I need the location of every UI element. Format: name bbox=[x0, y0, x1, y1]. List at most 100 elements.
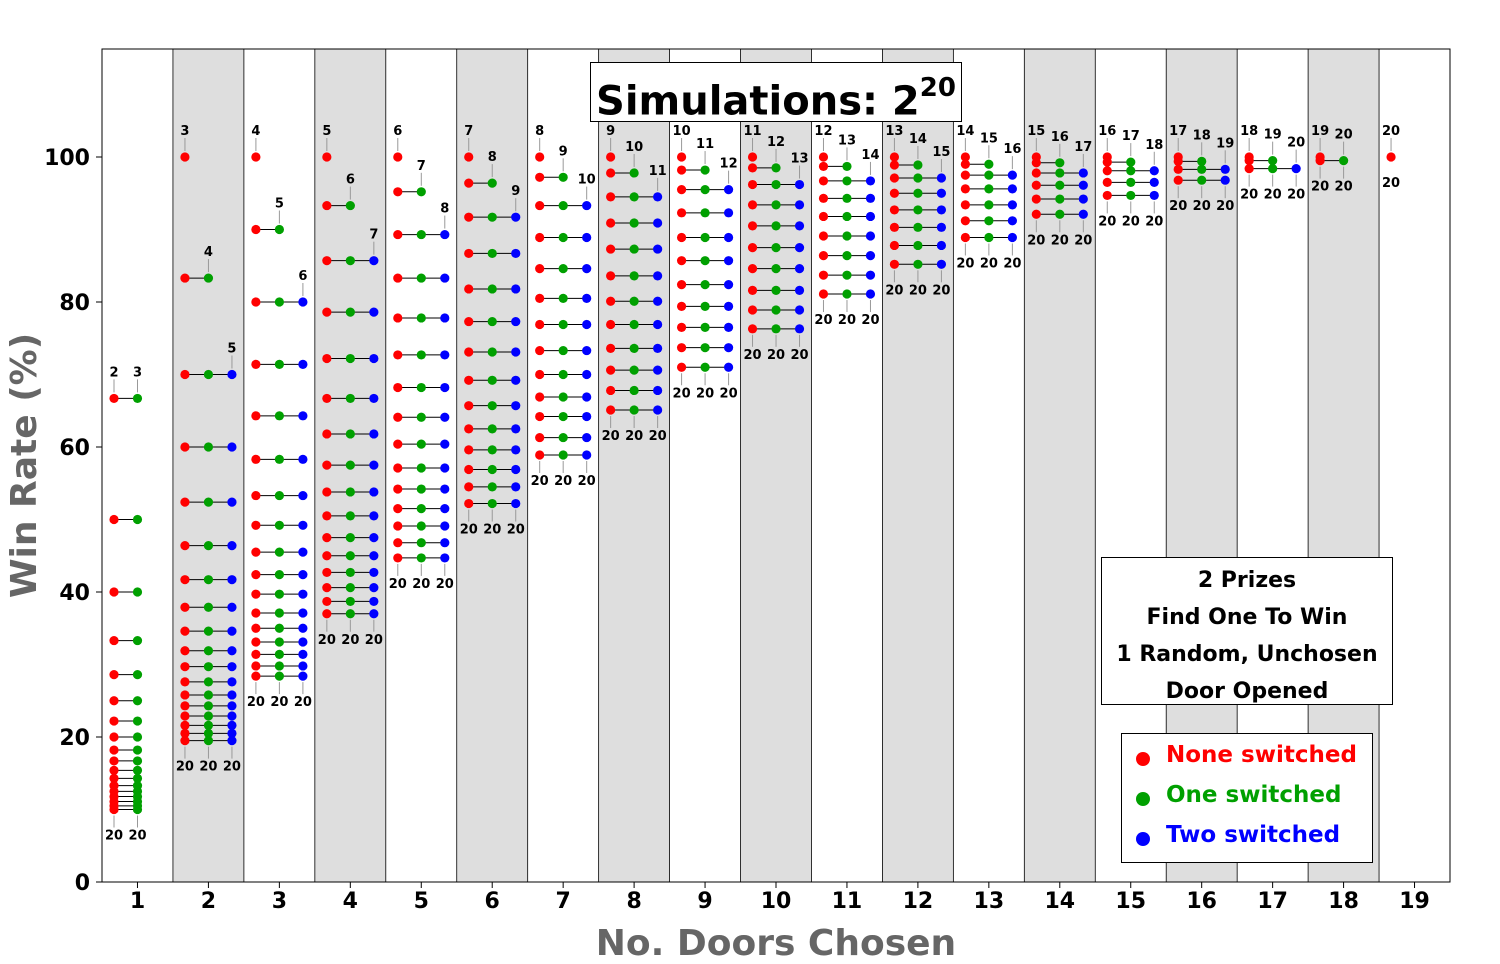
point-12-one-2 bbox=[913, 188, 923, 198]
point-7-one-8 bbox=[558, 392, 568, 402]
point-3-one-12 bbox=[274, 637, 284, 647]
point-2-two-3 bbox=[227, 541, 237, 551]
point-4-none-0 bbox=[322, 152, 332, 162]
point-1-one-9 bbox=[132, 756, 143, 766]
point-9-one-4 bbox=[700, 256, 710, 266]
point-6-one-0 bbox=[487, 178, 497, 188]
point-9-two-6 bbox=[723, 322, 734, 332]
x-tick-label-18: 18 bbox=[1328, 889, 1359, 914]
point-5-two-0 bbox=[440, 229, 450, 240]
point-3-two-9 bbox=[298, 608, 308, 618]
point-11-one-7 bbox=[842, 289, 852, 299]
point-8-one-3 bbox=[629, 244, 639, 254]
chart-title: Simulations: 220 bbox=[590, 62, 962, 124]
point-2-none-10 bbox=[180, 662, 190, 672]
point-9-none-6 bbox=[676, 280, 687, 290]
point-12-two-5 bbox=[936, 259, 947, 269]
point-4-two-0 bbox=[369, 256, 379, 266]
point-16-one-0 bbox=[1197, 156, 1207, 166]
bottom-label-1-one: 20 bbox=[128, 829, 146, 844]
point-2-none-8 bbox=[180, 626, 190, 636]
point-7-none-12 bbox=[535, 450, 545, 460]
point-7-one-10 bbox=[558, 432, 568, 443]
top-label-7-two: 10 bbox=[578, 173, 596, 188]
bottom-label-3-none: 20 bbox=[247, 695, 265, 710]
point-3-one-13 bbox=[274, 649, 284, 659]
top-label-11-two: 14 bbox=[861, 148, 879, 163]
top-label-15-none: 16 bbox=[1098, 124, 1116, 139]
point-2-two-2 bbox=[227, 497, 237, 507]
point-2-none-1 bbox=[180, 273, 190, 283]
point-14-none-1 bbox=[1031, 158, 1041, 168]
group-4: 5 20 6 20 7 20 bbox=[318, 124, 383, 648]
top-label-7-none: 8 bbox=[535, 124, 544, 139]
point-3-none-14 bbox=[251, 649, 261, 659]
point-5-one-4 bbox=[416, 350, 426, 360]
bottom-label-4-one: 20 bbox=[341, 633, 359, 648]
point-3-two-0 bbox=[298, 297, 308, 307]
x-tick-label-15: 15 bbox=[1115, 889, 1146, 914]
point-5-one-9 bbox=[416, 484, 426, 494]
point-3-none-16 bbox=[251, 671, 261, 681]
point-4-two-6 bbox=[369, 487, 379, 497]
point-2-two-8 bbox=[227, 662, 237, 672]
point-4-none-6 bbox=[322, 429, 332, 439]
point-4-none-12 bbox=[322, 567, 332, 578]
point-16-one-1 bbox=[1197, 164, 1207, 174]
bottom-label-6-none: 20 bbox=[460, 523, 478, 538]
point-9-one-2 bbox=[700, 208, 710, 218]
group-5: 6 20 7 20 8 20 bbox=[389, 124, 454, 592]
bottom-label-16-one: 20 bbox=[1193, 199, 1211, 214]
point-6-two-0 bbox=[511, 212, 521, 222]
point-15-none-4 bbox=[1102, 190, 1112, 201]
point-8-none-4 bbox=[606, 244, 616, 254]
point-3-one-5 bbox=[274, 490, 284, 501]
point-5-none-4 bbox=[393, 313, 403, 323]
point-4-one-2 bbox=[345, 307, 355, 317]
point-7-none-7 bbox=[535, 345, 545, 356]
point-7-two-3 bbox=[582, 293, 592, 303]
point-2-none-13 bbox=[180, 701, 190, 711]
point-8-two-4 bbox=[653, 296, 663, 306]
point-14-two-2 bbox=[1078, 194, 1088, 204]
point-10-none-9 bbox=[747, 324, 758, 334]
point-5-none-3 bbox=[393, 273, 403, 283]
point-12-one-3 bbox=[913, 205, 923, 215]
top-label-2-none: 3 bbox=[180, 124, 189, 139]
point-2-two-6 bbox=[227, 626, 237, 636]
group-18: 19 20 20 20 bbox=[1311, 124, 1353, 195]
point-9-two-3 bbox=[723, 256, 734, 266]
point-4-two-3 bbox=[369, 393, 379, 404]
point-9-none-8 bbox=[676, 322, 687, 332]
top-label-14-none: 15 bbox=[1027, 124, 1045, 139]
point-11-none-3 bbox=[818, 193, 829, 203]
bottom-label-11-none: 20 bbox=[814, 313, 832, 328]
point-2-none-17 bbox=[180, 736, 190, 746]
point-6-two-8 bbox=[511, 445, 521, 455]
point-2-none-5 bbox=[180, 541, 190, 551]
top-label-9-none: 10 bbox=[673, 124, 691, 139]
point-4-none-9 bbox=[322, 511, 332, 521]
point-6-none-6 bbox=[464, 347, 474, 357]
point-7-none-11 bbox=[535, 432, 545, 443]
point-6-one-11 bbox=[487, 482, 497, 492]
point-4-one-12 bbox=[345, 583, 355, 593]
point-3-two-13 bbox=[298, 661, 308, 671]
point-8-none-5 bbox=[606, 271, 616, 281]
bottom-label-16-none: 20 bbox=[1169, 199, 1187, 214]
point-9-one-1 bbox=[700, 185, 710, 195]
bottom-label-3-two: 20 bbox=[294, 695, 312, 710]
point-4-none-8 bbox=[322, 487, 332, 497]
point-3-one-3 bbox=[274, 411, 284, 421]
bottom-label-6-one: 20 bbox=[483, 523, 501, 538]
point-14-one-1 bbox=[1055, 168, 1065, 178]
x-tick-label-2: 2 bbox=[201, 889, 216, 914]
point-2-none-6 bbox=[180, 575, 190, 585]
point-7-none-10 bbox=[535, 411, 545, 422]
top-label-14-two: 17 bbox=[1074, 140, 1092, 155]
point-2-one-16 bbox=[203, 736, 214, 746]
point-8-none-3 bbox=[606, 218, 616, 228]
point-12-two-3 bbox=[936, 222, 947, 232]
point-5-none-8 bbox=[393, 439, 403, 449]
y-tick-label-40: 40 bbox=[59, 581, 90, 606]
